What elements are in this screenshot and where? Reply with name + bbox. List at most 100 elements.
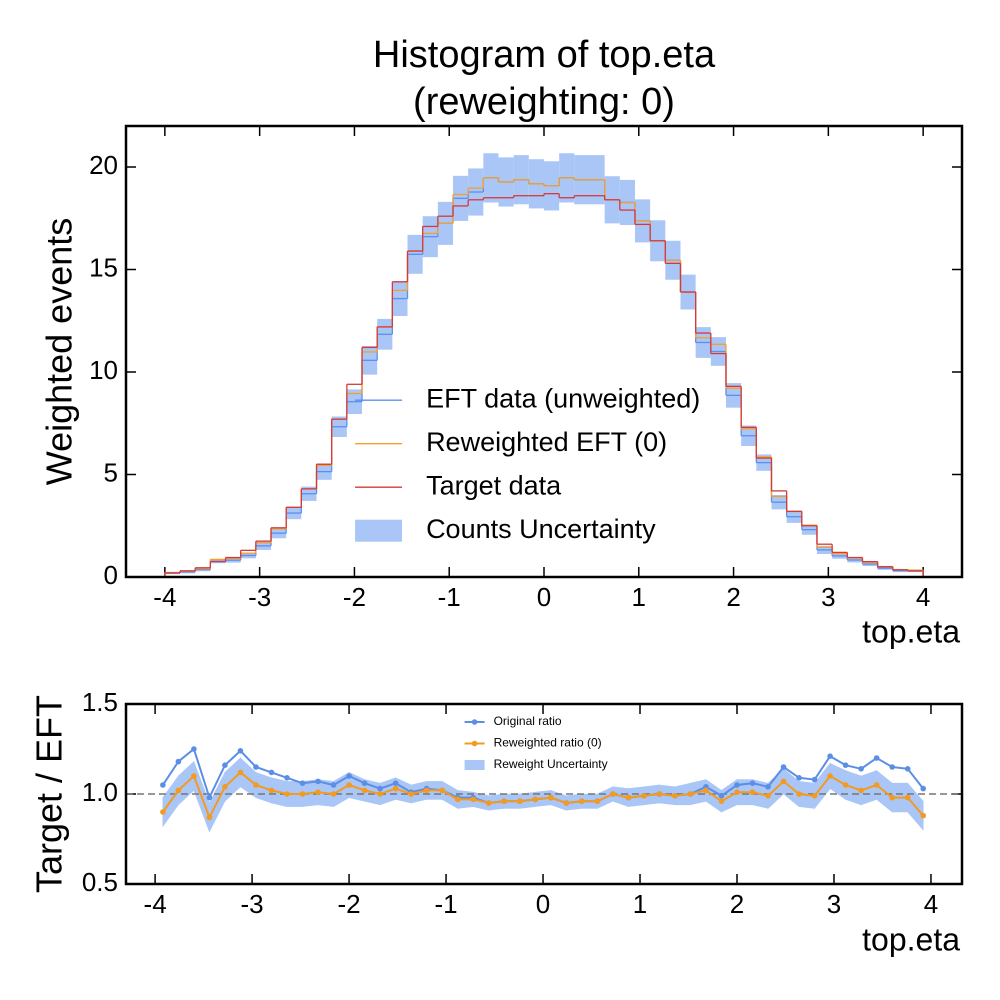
plot-area [164,153,924,577]
y-tick-label: 5 [104,457,118,487]
ratio-point [299,780,306,786]
ratio-point [920,812,927,819]
ratio-point [749,789,756,795]
ratio-point [454,796,461,803]
ratio-point [191,746,197,752]
ratio-point [408,791,414,797]
ratio-point [547,794,554,801]
y-tick-label: 10 [89,355,118,385]
legend-marker [471,719,478,725]
ratio-point [718,798,725,804]
ratio-point [253,782,259,788]
ratio-point [315,778,321,785]
y-axis-label: Weighted events [39,218,80,486]
axes-frame [124,702,964,886]
ratio-point [532,796,539,803]
ratio-point [268,787,275,794]
ratio-point [377,785,383,792]
ratio-point [330,791,337,797]
ratio-point [516,798,523,804]
ratio-point [796,791,802,797]
ratio-point [765,793,771,799]
x-tick-label: -4 [144,889,167,919]
ratio-point [904,766,911,772]
ratio-point [858,766,864,772]
x-tick-label: 2 [726,582,740,612]
ratio-point [811,776,818,783]
ratio-point [346,773,352,779]
y-tick-label: 15 [89,252,118,282]
chart-title: (reweighting: 0) [413,81,675,123]
x-tick-label: -1 [434,889,457,919]
x-tick-label: 2 [730,889,744,919]
y-axis-label: Target / EFT [29,695,70,893]
legend-label: Counts Uncertainty [426,514,656,544]
ratio-point [470,796,477,803]
legend-swatch [355,519,403,542]
ratio-point [330,782,337,788]
ratio-point [765,784,771,790]
legend-label: Reweighted ratio (0) [494,736,602,750]
ratio-point [299,791,306,797]
ratio-point [284,791,290,797]
ratio-point [160,782,166,788]
ratio-point [206,794,213,801]
ratio-point [873,782,880,788]
ratio-point [392,780,399,786]
x-axis-label: top.eta [862,921,960,957]
ratio-point [734,782,740,788]
ratio-point [563,800,570,806]
axes-frame [124,124,964,579]
ratio-point [858,787,864,794]
ratio-point [160,809,166,815]
ratio-point [780,764,787,770]
x-tick-label: -2 [343,582,366,612]
x-tick-label: 3 [821,582,835,612]
ratio-point [842,762,849,768]
ratio-point [361,787,368,794]
ratio-point [641,793,647,799]
ratio-point [284,775,290,781]
ratio-point [889,764,895,770]
ratio-point [315,789,321,795]
ratio-point [423,787,430,794]
plot-area [126,746,962,832]
ratio-point [175,787,182,794]
ratio-point [734,789,740,795]
ratio-point [377,791,383,797]
ratio-point [361,780,368,786]
y-tick-label: 0 [104,560,118,590]
y-tick-label: 1.5 [82,687,118,717]
ratio-point [191,773,197,779]
ratio-point [268,769,275,776]
ratio-point [703,787,709,794]
ratio-point [346,782,352,788]
x-axis-label: top.eta [862,613,960,649]
x-tick-label: 4 [916,582,930,612]
legend-label: Reweighted EFT (0) [426,427,667,457]
ratio-point [594,798,601,804]
x-tick-label: 1 [632,582,646,612]
ratio-point [873,755,880,761]
ratio-point [904,794,911,801]
ratio-point [687,791,694,797]
x-tick-label: -3 [241,889,264,919]
ratio-point [842,782,849,788]
x-tick-label: 0 [536,889,550,919]
y-tick-label: 0.5 [82,867,118,897]
x-tick-label: 3 [827,889,841,919]
ratio-point [656,791,663,797]
ratio-point [718,793,725,799]
ratio-point [501,798,508,804]
ratio-point [610,791,616,797]
ratio-point [253,764,259,770]
legend-swatch [464,760,485,770]
ratio-point [237,748,244,754]
ratio-point [206,814,213,821]
ratio-point [749,780,756,786]
x-tick-label: -1 [438,582,461,612]
ratio-point [392,785,399,792]
chart-title: Histogram of top.eta [373,34,716,76]
ratio-point [439,787,445,794]
